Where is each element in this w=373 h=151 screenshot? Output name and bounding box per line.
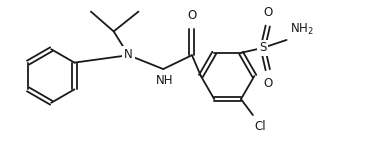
Text: S: S bbox=[259, 41, 266, 54]
Text: NH: NH bbox=[156, 74, 173, 87]
Text: NH$_2$: NH$_2$ bbox=[289, 22, 313, 37]
Text: O: O bbox=[263, 6, 272, 19]
Text: N: N bbox=[124, 48, 133, 61]
Text: Cl: Cl bbox=[255, 120, 266, 133]
Text: O: O bbox=[187, 8, 197, 21]
Text: O: O bbox=[263, 77, 272, 90]
